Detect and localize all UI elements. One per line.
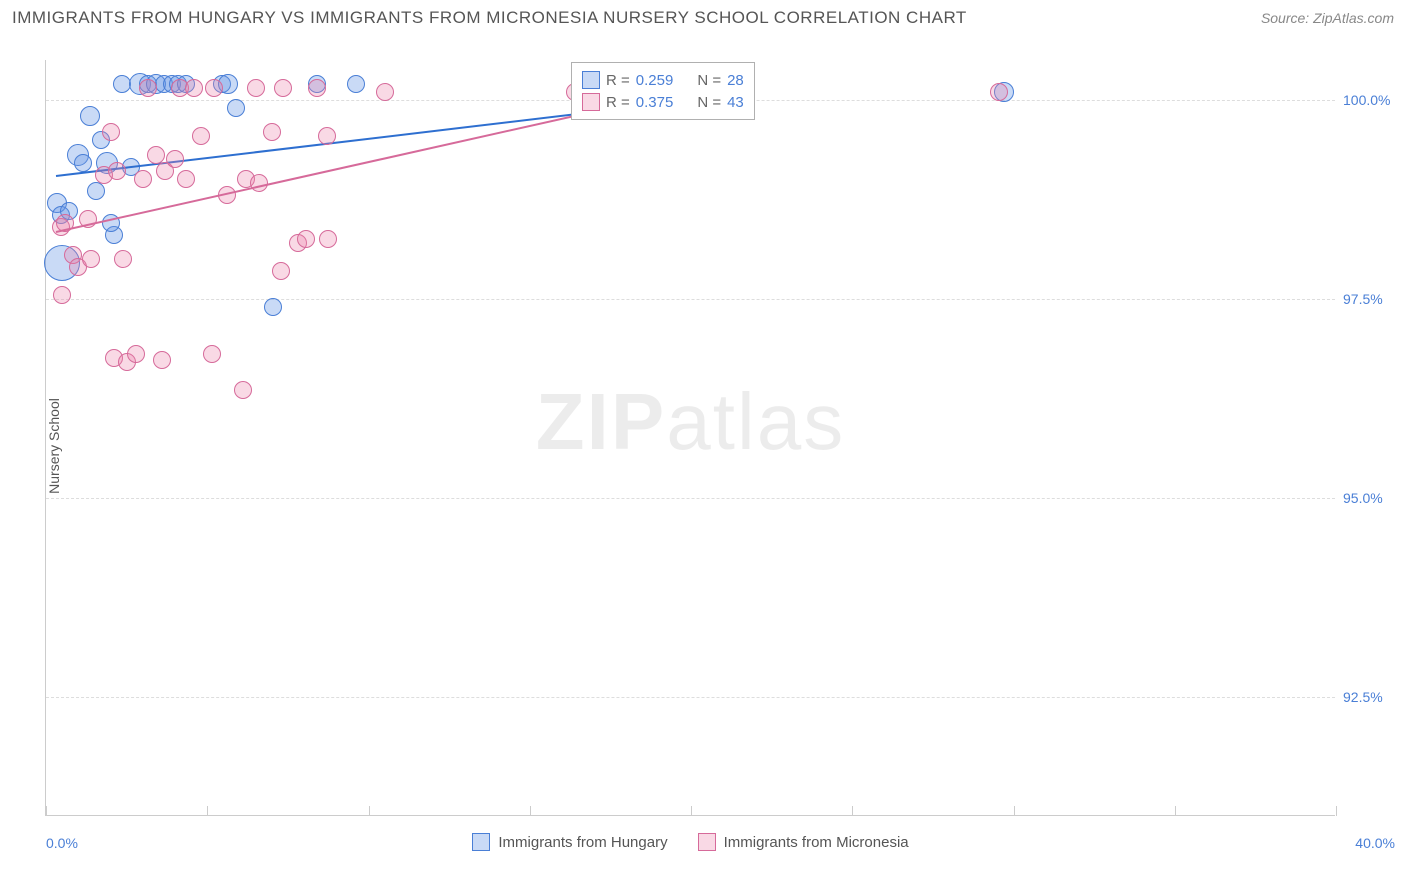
scatter-point <box>185 79 203 97</box>
series-name: Immigrants from Hungary <box>498 834 667 851</box>
scatter-point <box>227 99 245 117</box>
scatter-point <box>234 381 252 399</box>
series-legend-item: Immigrants from Micronesia <box>698 833 909 851</box>
y-tick-label: 95.0% <box>1343 490 1403 506</box>
y-tick-label: 97.5% <box>1343 291 1403 307</box>
scatter-point <box>114 250 132 268</box>
x-tick-mark <box>852 806 853 816</box>
plot-region: ZIPatlas 100.0%97.5%95.0%92.5%0.0%40.0%R… <box>45 60 1335 816</box>
r-label: R = <box>606 94 630 111</box>
n-label: N = <box>697 72 721 89</box>
scatter-point <box>74 154 92 172</box>
scatter-point <box>80 106 100 126</box>
r-value: 0.375 <box>636 94 674 111</box>
scatter-point <box>347 75 365 93</box>
scatter-point <box>263 123 281 141</box>
scatter-point <box>87 182 105 200</box>
scatter-point <box>127 345 145 363</box>
scatter-point <box>376 83 394 101</box>
series-name: Immigrants from Micronesia <box>724 834 909 851</box>
scatter-point <box>319 230 337 248</box>
x-tick-mark <box>207 806 208 816</box>
scatter-point <box>990 83 1008 101</box>
series-legend: Immigrants from Hungary Immigrants from M… <box>46 833 1335 851</box>
gridline-h <box>46 299 1335 300</box>
gridline-h <box>46 498 1335 499</box>
x-tick-label: 40.0% <box>1355 835 1395 851</box>
scatter-point <box>308 79 326 97</box>
chart-header: IMMIGRANTS FROM HUNGARY VS IMMIGRANTS FR… <box>0 0 1406 32</box>
gridline-h <box>46 697 1335 698</box>
scatter-point <box>264 298 282 316</box>
scatter-point <box>53 286 71 304</box>
stats-legend-row: R = 0.375 N = 43 <box>582 91 744 113</box>
x-tick-mark <box>1336 806 1337 816</box>
stats-legend-row: R = 0.259 N = 28 <box>582 69 744 91</box>
x-tick-mark <box>46 806 47 816</box>
legend-swatch <box>472 833 490 851</box>
x-tick-mark <box>1175 806 1176 816</box>
x-tick-mark <box>530 806 531 816</box>
x-tick-mark <box>369 806 370 816</box>
scatter-point <box>247 79 265 97</box>
chart-area: Nursery School ZIPatlas 100.0%97.5%95.0%… <box>0 36 1406 856</box>
scatter-point <box>153 351 171 369</box>
scatter-point <box>108 162 126 180</box>
scatter-point <box>318 127 336 145</box>
scatter-point <box>166 150 184 168</box>
n-value: 28 <box>727 72 744 89</box>
r-value: 0.259 <box>636 72 674 89</box>
legend-swatch <box>582 71 600 89</box>
scatter-point <box>297 230 315 248</box>
x-tick-mark <box>1014 806 1015 816</box>
y-tick-label: 92.5% <box>1343 689 1403 705</box>
legend-swatch <box>582 93 600 111</box>
x-tick-mark <box>691 806 692 816</box>
r-label: R = <box>606 72 630 89</box>
scatter-point <box>192 127 210 145</box>
watermark: ZIPatlas <box>536 376 845 468</box>
scatter-point <box>139 79 157 97</box>
legend-swatch <box>698 833 716 851</box>
scatter-point <box>203 345 221 363</box>
chart-source: Source: ZipAtlas.com <box>1261 10 1394 26</box>
y-tick-label: 100.0% <box>1343 92 1403 108</box>
scatter-point <box>205 79 223 97</box>
scatter-point <box>272 262 290 280</box>
scatter-point <box>82 250 100 268</box>
n-label: N = <box>697 94 721 111</box>
chart-title: IMMIGRANTS FROM HUNGARY VS IMMIGRANTS FR… <box>12 8 967 28</box>
scatter-point <box>102 123 120 141</box>
stats-legend: R = 0.259 N = 28 R = 0.375 N = 43 <box>571 62 755 120</box>
n-value: 43 <box>727 94 744 111</box>
scatter-point <box>177 170 195 188</box>
scatter-point <box>274 79 292 97</box>
series-legend-item: Immigrants from Hungary <box>472 833 667 851</box>
scatter-point <box>134 170 152 188</box>
